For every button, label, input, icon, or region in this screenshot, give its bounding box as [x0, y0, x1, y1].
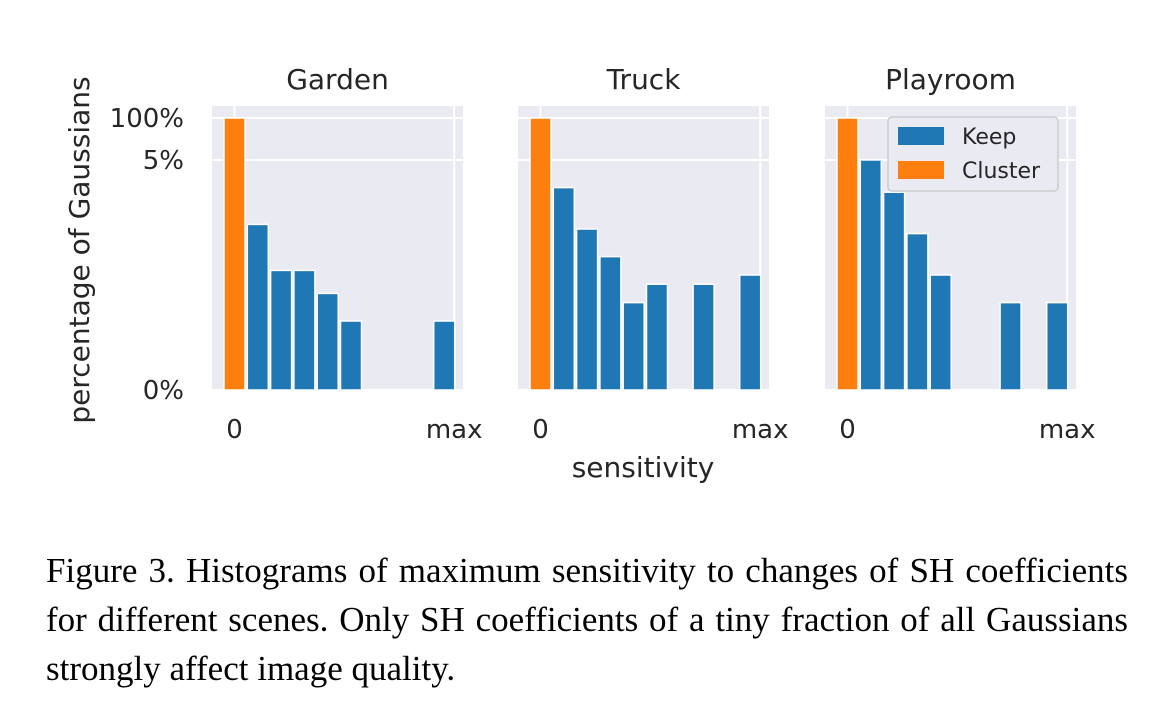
keep-bar — [738, 274, 762, 391]
x-tick-label: max — [426, 415, 483, 445]
keep-bar — [339, 320, 363, 391]
figure-caption: Figure 3. Histograms of maximum sensitiv… — [46, 551, 1128, 688]
legend: Keep Cluster — [887, 116, 1059, 192]
keep-bar — [316, 292, 339, 391]
keep-bar — [432, 320, 456, 391]
keep-bar — [1045, 301, 1069, 391]
panel-title: Playroom — [885, 63, 1016, 96]
keep-bar — [269, 269, 293, 391]
keep-bar — [575, 228, 599, 391]
y-tick-label: 100% — [110, 104, 184, 134]
panel-title: Truck — [606, 63, 682, 96]
panel-title: Garden — [286, 63, 389, 96]
keep-bar — [859, 159, 883, 391]
cluster-bar — [529, 117, 552, 391]
keep-bar — [622, 301, 645, 391]
panel-playroom: Playroom 0 max Keep Cluster — [825, 63, 1096, 445]
x-tick-label: max — [1039, 415, 1096, 445]
y-tick-label: 0% — [143, 376, 184, 406]
keep-bar — [929, 274, 952, 391]
x-tick-label: 0 — [226, 415, 243, 445]
panel-garden: Garden 0 max 0% 5% 100% — [110, 63, 483, 445]
y-tick-label: 5% — [143, 146, 184, 176]
cluster-bar — [223, 117, 246, 391]
cluster-bar — [836, 117, 859, 391]
keep-bar — [692, 283, 715, 391]
keep-bar — [906, 232, 929, 391]
keep-bar — [999, 301, 1022, 391]
legend-swatch-cluster — [898, 161, 944, 179]
legend-label-keep: Keep — [962, 125, 1016, 150]
x-tick-label: 0 — [532, 415, 549, 445]
legend-swatch-keep — [898, 127, 944, 145]
y-axis-label: percentage of Gaussians — [63, 76, 96, 423]
chart-panels: Garden 0 max 0% 5% 100% Truck 0 max Playroom 0 max K… — [110, 63, 1096, 445]
panel-truck: Truck 0 max — [518, 63, 789, 445]
keep-bar — [645, 283, 669, 391]
x-axis-label: sensitivity — [572, 451, 715, 484]
keep-bar — [599, 255, 622, 391]
keep-bar — [293, 269, 316, 391]
legend-label-cluster: Cluster — [962, 159, 1041, 184]
keep-bar — [882, 191, 906, 391]
x-tick-label: max — [732, 415, 789, 445]
keep-bar — [552, 186, 576, 391]
histogram-figure: percentage of Gaussians sensitivity Gard… — [63, 63, 1096, 484]
x-tick-label: 0 — [839, 415, 856, 445]
keep-bar — [246, 223, 270, 391]
